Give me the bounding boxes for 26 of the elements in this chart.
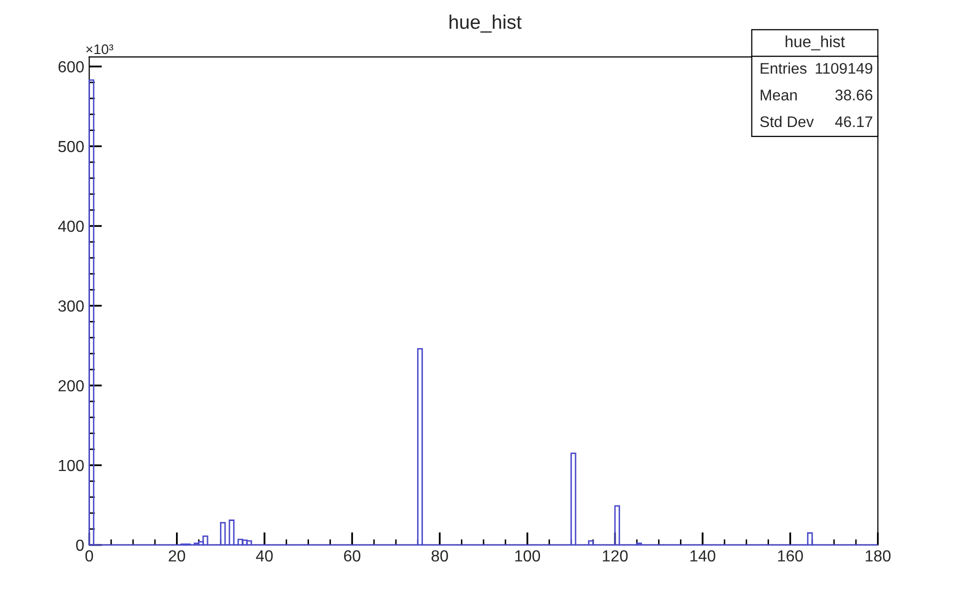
y-tick-label: 100 — [58, 460, 84, 472]
x-tick-label: 80 — [432, 550, 448, 562]
annotation: 38.66 — [835, 90, 872, 100]
annotation: 1109149 — [816, 62, 872, 74]
y-tick-label: 300 — [58, 300, 84, 312]
annotation: 46.17 — [835, 116, 872, 128]
x-tick-label: 160 — [778, 550, 803, 562]
y-tick-label: 400 — [58, 220, 84, 232]
x-tick-label: 180 — [866, 550, 891, 562]
y-tick-label: 600 — [58, 61, 84, 72]
x-tick-label: 100 — [515, 550, 540, 562]
y-tick-label: 0 — [76, 540, 84, 551]
x-tick-label: 60 — [344, 550, 360, 562]
x-tick-label: 140 — [690, 550, 716, 562]
text: hue_hist — [786, 36, 845, 50]
x-tick-label: 20 — [168, 550, 186, 562]
chart-title: hue_hist — [450, 14, 522, 33]
y-tick-label: 200 — [58, 380, 84, 392]
x-tick-label: 120 — [602, 550, 628, 562]
x-tick-label: 40 — [256, 550, 273, 562]
x-tick-label: 0 — [85, 550, 94, 562]
y-tick-label: 500 — [58, 140, 84, 152]
y-axis-title: ×10³ — [86, 44, 114, 54]
annotation: Entries — [760, 62, 807, 74]
annotation: Std Dev — [760, 116, 814, 128]
annotation: Mean — [760, 90, 797, 100]
